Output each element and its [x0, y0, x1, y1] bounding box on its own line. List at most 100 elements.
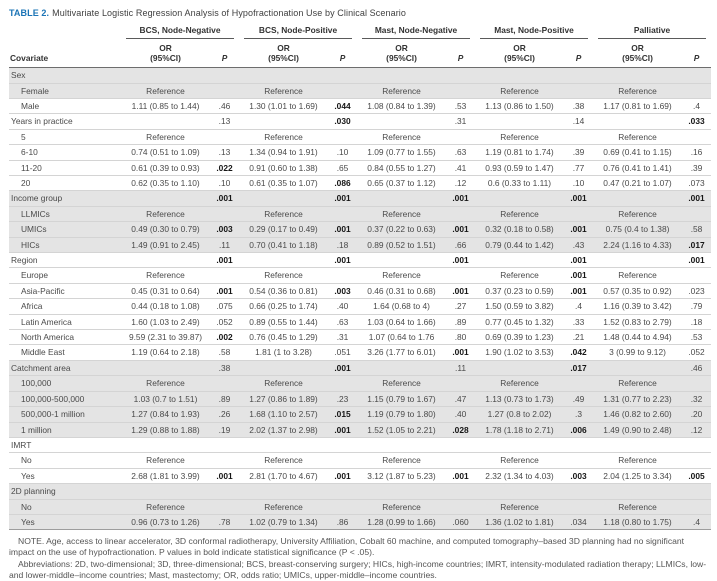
p-value-cell: .32: [682, 391, 712, 408]
or-value-cell: Reference: [593, 452, 683, 469]
p-value-cell: .49: [564, 391, 594, 408]
or-value-cell: 1.31 (0.77 to 2.23): [593, 391, 683, 408]
table-row: No Reference Reference Reference Reference Re…: [9, 452, 712, 469]
p-value-cell: .39: [682, 160, 712, 177]
p-value-cell: .001: [564, 283, 594, 300]
or-value-cell: Reference: [121, 499, 210, 515]
p-value-cell: .060: [446, 514, 476, 531]
p-value-cell: .001: [328, 360, 358, 377]
table-footnotes: NOTE. Age, access to linear accelerator,…: [9, 536, 709, 581]
p-value-cell: .53: [682, 329, 712, 346]
p-value-cell: .46: [210, 98, 240, 115]
p-value-cell: .12: [446, 175, 476, 192]
p-value-cell: .017: [564, 360, 594, 377]
group-header-spacer: [9, 25, 121, 39]
p-value-cell: .41: [446, 160, 476, 177]
p-value-cell: .001: [446, 283, 476, 300]
or-value-cell: [121, 360, 210, 377]
section-row: Income group .001 .001 .001 .001 .001: [9, 190, 712, 207]
p-value-cell: .022: [210, 160, 240, 177]
p-value-cell: .017: [682, 237, 712, 254]
p-value-cell: [210, 83, 240, 99]
or-value-cell: 0.84 (0.55 to 1.27): [357, 160, 447, 177]
p-value-cell: [682, 437, 712, 454]
covariate-label: Region: [9, 252, 121, 269]
or-value-cell: 1.64 (0.68 to 4): [357, 298, 447, 315]
or-value-cell: 1.02 (0.79 to 1.34): [239, 514, 329, 531]
p-value-cell: .075: [210, 298, 240, 315]
or-value-cell: 2.32 (1.34 to 4.03): [475, 468, 565, 485]
p-value-cell: [328, 129, 358, 146]
or-value-cell: [593, 360, 683, 377]
or-value-cell: Reference: [357, 83, 447, 99]
or-value-cell: 0.47 (0.21 to 1.07): [593, 175, 683, 192]
p-value-cell: .034: [564, 514, 594, 531]
or-value-cell: Reference: [357, 267, 447, 284]
p-value-cell: .13: [210, 144, 240, 161]
covariate-label: Latin America: [9, 314, 121, 331]
or-value-cell: 0.45 (0.31 to 0.64): [121, 283, 210, 300]
or-value-cell: [475, 252, 565, 269]
p-value-cell: .80: [446, 329, 476, 346]
p-value-cell: .001: [682, 190, 712, 207]
or-value-cell: 1.13 (0.86 to 1.50): [475, 98, 565, 115]
p-value-cell: .16: [682, 144, 712, 161]
p-value-cell: [446, 129, 476, 146]
p-value-cell: [564, 129, 594, 146]
p-value-cell: [682, 129, 712, 146]
or-value-cell: 0.44 (0.18 to 1.08): [121, 298, 210, 315]
group-header-palliative: Palliative: [593, 25, 711, 39]
or-value-cell: Reference: [593, 267, 683, 284]
or-value-cell: [475, 67, 565, 84]
p-value-cell: [564, 67, 594, 84]
table-row: Yes 2.68 (1.81 to 3.99) .001 2.81 (1.70 to …: [9, 468, 712, 485]
or-value-cell: 1.49 (0.91 to 2.45): [121, 237, 210, 254]
p-value-cell: .39: [564, 144, 594, 161]
or-value-cell: [357, 360, 447, 377]
or-value-cell: 0.77 (0.45 to 1.32): [475, 314, 565, 331]
or-value-cell: Reference: [239, 267, 329, 284]
covariate-label: Years in practice: [9, 113, 121, 130]
or-value-cell: Reference: [239, 452, 329, 469]
p-value-cell: [564, 437, 594, 454]
table-row: Africa 0.44 (0.18 to 1.08) .075 0.66 (0.25 …: [9, 298, 712, 315]
or-value-cell: Reference: [475, 267, 565, 284]
subheader-row: Covariate OR (95%CI) P OR (95%CI) P OR (95%…: [9, 39, 712, 69]
or-value-cell: Reference: [357, 452, 447, 469]
p-value-cell: .10: [210, 175, 240, 192]
or-value-cell: 0.76 (0.45 to 1.29): [239, 329, 329, 346]
note-text: NOTE. Age, access to linear accelerator,…: [9, 536, 685, 558]
or-value-cell: 0.65 (0.37 to 1.12): [357, 175, 447, 192]
p-value-cell: .3: [564, 406, 594, 423]
covariate-label: 11-20: [9, 160, 121, 177]
table-row: HICs 1.49 (0.91 to 2.45) .11 0.70 (0.41 to …: [9, 237, 712, 254]
or-column-header: OR (95%CI): [357, 39, 447, 69]
table-row: 6-10 0.74 (0.51 to 1.09) .13 1.34 (0.94 to …: [9, 144, 712, 161]
or-value-cell: 1.19 (0.64 to 2.18): [121, 344, 210, 361]
or-value-cell: 0.74 (0.51 to 1.09): [121, 144, 210, 161]
covariate-label: Sex: [9, 67, 121, 84]
p-value-cell: .46: [682, 360, 712, 377]
p-value-cell: [682, 483, 712, 500]
p-value-cell: [446, 206, 476, 223]
or-value-cell: 9.59 (2.31 to 39.87): [121, 329, 210, 346]
or-value-cell: 1.16 (0.39 to 3.42): [593, 298, 683, 315]
p-value-cell: .001: [210, 283, 240, 300]
or-value-cell: 1.68 (1.10 to 2.57): [239, 406, 329, 423]
p-value-cell: [682, 67, 712, 84]
p-value-cell: [328, 483, 358, 500]
p-value-cell: .001: [210, 190, 240, 207]
or-value-cell: Reference: [357, 375, 447, 392]
p-value-cell: [446, 267, 476, 284]
p-value-cell: .033: [682, 113, 712, 130]
p-value-cell: [328, 83, 358, 99]
p-value-cell: [564, 499, 594, 515]
section-row: Years in practice .13 .030 .31 .14 .033: [9, 113, 712, 130]
section-row: Catchment area .38 .001 .11 .017 .46: [9, 360, 712, 377]
or-value-cell: 0.69 (0.39 to 1.23): [475, 329, 565, 346]
or-value-cell: Reference: [475, 499, 565, 515]
p-value-cell: .042: [564, 344, 594, 361]
p-value-cell: .001: [564, 221, 594, 238]
p-value-cell: .001: [328, 190, 358, 207]
p-value-cell: .001: [328, 422, 358, 438]
